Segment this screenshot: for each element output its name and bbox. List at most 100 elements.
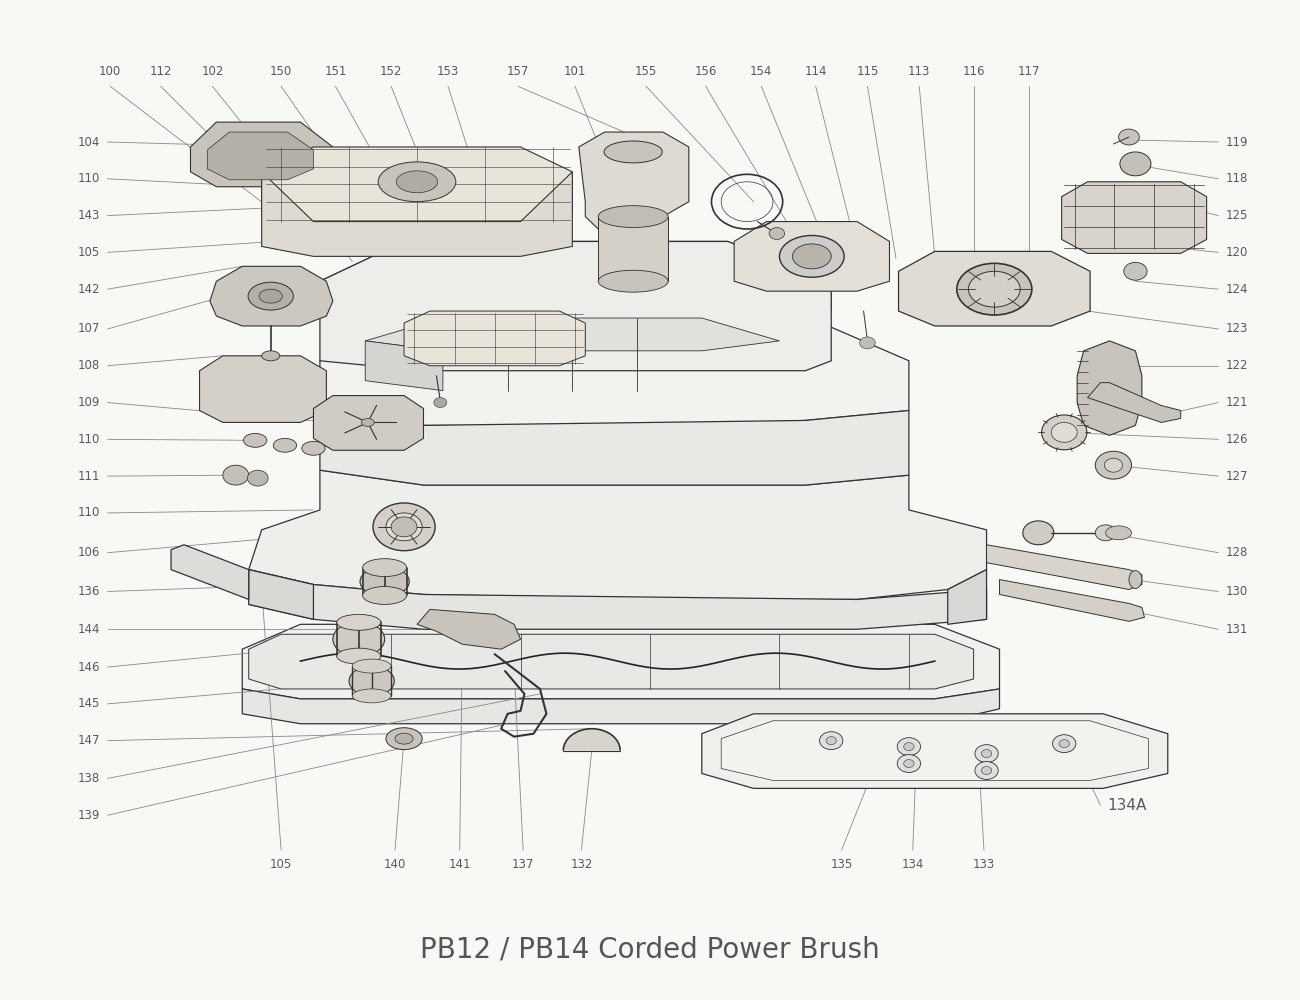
Ellipse shape xyxy=(1128,571,1141,589)
Text: 111: 111 xyxy=(78,470,100,483)
Text: 141: 141 xyxy=(448,858,471,871)
Text: 156: 156 xyxy=(694,65,716,78)
Text: 157: 157 xyxy=(507,65,529,78)
Text: 100: 100 xyxy=(99,65,121,78)
Text: 122: 122 xyxy=(1226,359,1248,372)
Polygon shape xyxy=(191,122,333,187)
Polygon shape xyxy=(702,714,1167,788)
Text: 106: 106 xyxy=(78,546,100,559)
Circle shape xyxy=(391,517,417,537)
Polygon shape xyxy=(722,721,1148,780)
Text: 130: 130 xyxy=(1226,585,1248,598)
Ellipse shape xyxy=(363,587,407,604)
Ellipse shape xyxy=(793,244,831,269)
Text: 104: 104 xyxy=(78,135,100,148)
Text: 126: 126 xyxy=(1226,433,1248,446)
Polygon shape xyxy=(578,132,689,241)
Circle shape xyxy=(975,762,998,779)
Circle shape xyxy=(982,767,992,774)
Text: 136: 136 xyxy=(78,585,100,598)
Circle shape xyxy=(1118,129,1139,145)
Circle shape xyxy=(222,465,248,485)
Text: 115: 115 xyxy=(857,65,879,78)
Polygon shape xyxy=(1088,383,1180,422)
Text: 131: 131 xyxy=(1226,623,1248,636)
Polygon shape xyxy=(320,410,909,485)
Text: 113: 113 xyxy=(909,65,931,78)
Text: 118: 118 xyxy=(1226,172,1248,185)
Circle shape xyxy=(434,398,447,408)
Polygon shape xyxy=(209,266,333,326)
Ellipse shape xyxy=(273,438,296,452)
Text: 117: 117 xyxy=(1018,65,1040,78)
Ellipse shape xyxy=(1096,525,1115,541)
Polygon shape xyxy=(320,241,831,316)
Text: 137: 137 xyxy=(512,858,534,871)
Ellipse shape xyxy=(243,433,266,447)
Polygon shape xyxy=(313,396,424,450)
Text: 101: 101 xyxy=(564,65,586,78)
Circle shape xyxy=(247,470,268,486)
Text: 134A: 134A xyxy=(1106,798,1147,813)
Polygon shape xyxy=(207,132,313,180)
Wedge shape xyxy=(563,729,620,751)
Ellipse shape xyxy=(337,648,381,664)
Ellipse shape xyxy=(395,733,413,744)
Circle shape xyxy=(859,337,875,349)
Text: 116: 116 xyxy=(962,65,985,78)
Circle shape xyxy=(897,755,920,772)
Text: 132: 132 xyxy=(571,858,593,871)
Polygon shape xyxy=(365,318,780,351)
Polygon shape xyxy=(948,570,987,624)
Ellipse shape xyxy=(1052,422,1078,442)
Polygon shape xyxy=(320,241,831,371)
Text: 108: 108 xyxy=(78,359,100,372)
Ellipse shape xyxy=(348,666,394,696)
Text: 102: 102 xyxy=(202,65,224,78)
Ellipse shape xyxy=(598,206,668,228)
Circle shape xyxy=(1053,735,1076,753)
Text: 124: 124 xyxy=(1226,283,1248,296)
Polygon shape xyxy=(242,624,1000,699)
Polygon shape xyxy=(172,545,248,599)
Circle shape xyxy=(897,738,920,756)
Ellipse shape xyxy=(1096,451,1131,479)
Text: 150: 150 xyxy=(270,65,292,78)
Ellipse shape xyxy=(333,622,385,657)
Ellipse shape xyxy=(248,282,294,310)
Text: 133: 133 xyxy=(972,858,994,871)
Ellipse shape xyxy=(261,351,280,361)
Text: 105: 105 xyxy=(78,246,100,259)
Polygon shape xyxy=(261,147,572,222)
Circle shape xyxy=(903,760,914,768)
Polygon shape xyxy=(1000,580,1144,621)
Text: 107: 107 xyxy=(78,322,100,335)
Polygon shape xyxy=(248,570,987,629)
Text: 138: 138 xyxy=(78,772,100,785)
Polygon shape xyxy=(199,356,326,422)
Polygon shape xyxy=(1062,182,1206,253)
Text: 153: 153 xyxy=(437,65,459,78)
Text: 110: 110 xyxy=(78,506,100,519)
Ellipse shape xyxy=(598,270,668,292)
Text: 109: 109 xyxy=(78,396,100,409)
Ellipse shape xyxy=(352,659,391,673)
Circle shape xyxy=(1060,740,1070,748)
Ellipse shape xyxy=(396,171,438,193)
Circle shape xyxy=(1123,262,1147,280)
Ellipse shape xyxy=(378,162,456,202)
Text: 123: 123 xyxy=(1226,322,1248,335)
Text: 143: 143 xyxy=(78,209,100,222)
Polygon shape xyxy=(1078,341,1141,435)
Text: 139: 139 xyxy=(78,809,100,822)
Text: 145: 145 xyxy=(78,697,100,710)
Text: 134: 134 xyxy=(902,858,924,871)
Text: 125: 125 xyxy=(1226,209,1248,222)
Text: 154: 154 xyxy=(750,65,772,78)
Text: PB12 / PB14 Corded Power Brush: PB12 / PB14 Corded Power Brush xyxy=(420,935,880,963)
Ellipse shape xyxy=(1023,521,1054,545)
Circle shape xyxy=(819,732,842,750)
Text: 147: 147 xyxy=(78,734,100,747)
Ellipse shape xyxy=(363,559,407,577)
Text: 127: 127 xyxy=(1226,470,1248,483)
